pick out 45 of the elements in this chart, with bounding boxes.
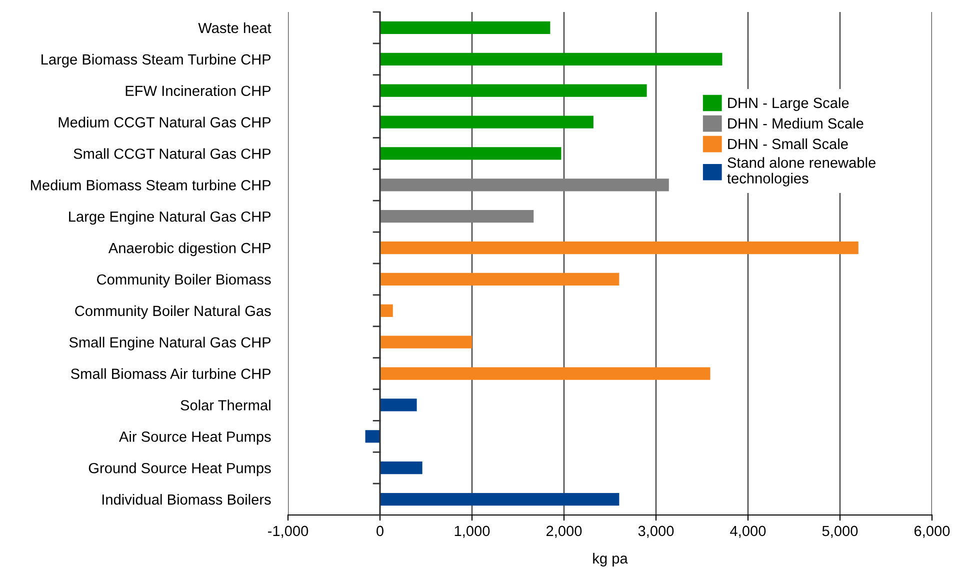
x-tick-label: 2,000 — [546, 526, 582, 538]
bar — [380, 367, 710, 380]
bar — [380, 241, 858, 254]
bar — [380, 21, 550, 34]
bar — [380, 84, 647, 97]
y-tick-label: Community Boiler Natural Gas — [75, 305, 271, 319]
x-tick-label: 3,000 — [638, 526, 674, 538]
bar — [380, 147, 562, 160]
bar — [380, 462, 422, 474]
legend-label: DHN - Large Scale — [728, 97, 849, 111]
x-tick-label: -1,000 — [268, 526, 308, 538]
y-tick-label: Small Biomass Air turbine CHP — [71, 368, 271, 379]
bar — [380, 304, 393, 317]
x-tick-label: 6,000 — [914, 526, 950, 538]
y-tick-label: Air Source Heat Pumps — [118, 431, 271, 445]
legend-label: Stand alone renewable technologies — [727, 157, 876, 186]
bar — [380, 492, 620, 506]
bar — [380, 52, 722, 66]
x-tick-label: 0 — [376, 526, 384, 536]
y-tick-label: Medium CCGT Natural Gas CHP — [58, 116, 271, 128]
legend-label: DHN - Small Scale — [728, 138, 848, 150]
legend-label: DHN - Medium Scale — [728, 118, 864, 129]
y-tick-label: Waste heat — [198, 22, 272, 34]
y-tick-label: EFW Incineration CHP — [126, 85, 271, 96]
y-tick-label: Small CCGT Natural Gas CHP — [74, 148, 271, 159]
y-tick-label: Medium Biomass Steam turbine CHP — [31, 180, 271, 190]
y-tick-label: Large Engine Natural Gas CHP — [69, 211, 271, 225]
x-tick-label: 5,000 — [822, 526, 858, 538]
bar — [380, 272, 620, 286]
y-tick-label: Solar Thermal — [180, 400, 270, 410]
bar — [380, 336, 472, 348]
bar — [380, 116, 594, 128]
y-tick-label: Anaerobic digestion CHP — [108, 242, 271, 256]
bar — [380, 210, 534, 223]
bar — [380, 178, 669, 192]
bar — [365, 430, 380, 443]
y-tick-label: Small Engine Natural Gas CHP — [69, 336, 271, 350]
x-tick-label: 4,000 — [730, 526, 766, 538]
y-tick-label: Community Boiler Biomass — [97, 274, 271, 288]
y-tick-label: Ground Source Heat Pumps — [88, 462, 271, 476]
x-tick-label: 1,000 — [454, 526, 490, 538]
x-axis-title: kg pa — [593, 552, 628, 566]
bar — [380, 398, 417, 412]
y-tick-label: Individual Biomass Boilers — [102, 494, 271, 505]
y-tick-label: Large Biomass Steam Turbine CHP — [42, 54, 271, 68]
